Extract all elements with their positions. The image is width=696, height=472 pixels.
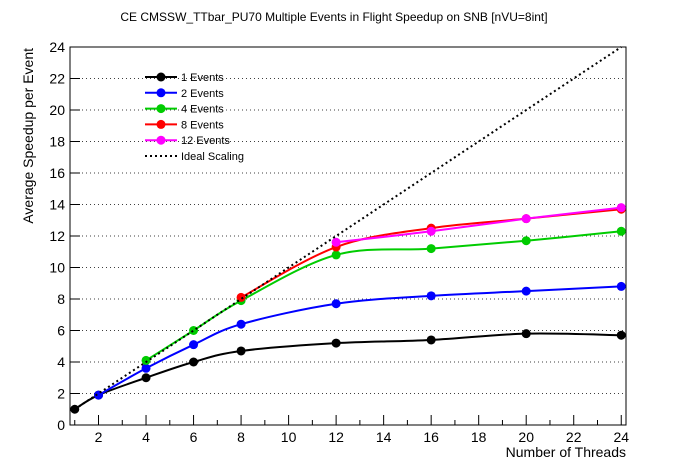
y-tick-label: 16 [49, 165, 65, 181]
data-point-4-events [141, 355, 151, 365]
legend-label-2-events: 2 Events [181, 88, 224, 100]
data-point-2-events [616, 281, 626, 291]
series-2-events [94, 281, 626, 400]
x-tick-label: 6 [190, 429, 198, 445]
data-point-2-events [331, 299, 341, 309]
series-line-1-events [74, 332, 622, 411]
data-point-12-events [616, 203, 626, 213]
legend-label-4-events: 4 Events [181, 104, 224, 116]
y-tick-label: 12 [49, 228, 65, 244]
y-tick-label: 2 [57, 386, 65, 402]
data-point-2-events [141, 363, 151, 373]
series-line-ideal-scaling [74, 46, 622, 411]
data-point-4-events [616, 226, 626, 236]
series-ideal-scaling [74, 46, 622, 411]
y-tick-label: 20 [49, 102, 65, 118]
legend-item-2-events: 2 Events [145, 88, 224, 100]
legend-item-12-events: 12 Events [145, 135, 230, 147]
data-point-8-events [236, 292, 246, 302]
data-point-2-events [236, 319, 246, 329]
data-point-4-events [331, 250, 341, 260]
x-tick-label: 8 [237, 429, 245, 445]
legend-item-4-events: 4 Events [145, 104, 224, 116]
data-point-1-events [521, 329, 531, 339]
data-point-4-events [426, 244, 436, 254]
y-tick-label: 18 [49, 134, 65, 150]
legend-label-1-events: 1 Events [181, 72, 224, 84]
y-tick-label: 8 [57, 291, 65, 307]
y-tick-label: 14 [49, 197, 65, 213]
series-8-events [236, 204, 626, 302]
legend-marker-4-events [156, 104, 166, 114]
data-point-1-events [331, 338, 341, 348]
data-point-4-events [521, 236, 531, 246]
x-tick-label: 10 [281, 429, 297, 445]
legend-marker-2-events [156, 88, 166, 98]
legend-item-8-events: 8 Events [145, 119, 224, 131]
x-tick-label: 4 [142, 429, 150, 445]
y-tick-label: 6 [57, 323, 65, 339]
legend-label-ideal-scaling: Ideal Scaling [181, 151, 244, 163]
data-point-2-events [189, 340, 199, 350]
x-axis-title: Number of Threads [506, 444, 626, 460]
data-point-1-events [141, 373, 151, 383]
chart-title: CE CMSSW_TTbar_PU70 Multiple Events in F… [120, 10, 547, 24]
y-tick-label: 0 [57, 417, 65, 433]
data-point-12-events [521, 214, 531, 224]
y-tick-label: 10 [49, 260, 65, 276]
data-point-12-events [426, 226, 436, 236]
x-tick-label: 22 [566, 429, 582, 445]
series-layer [70, 46, 626, 414]
legend: 1 Events 2 Events 4 Events 8 Events 12 Event… [145, 72, 244, 163]
y-axis-title: Average Speedup per Event [20, 48, 36, 224]
x-tick-label: 24 [613, 429, 629, 445]
x-tick-label: 20 [518, 429, 534, 445]
data-point-1-events [189, 357, 199, 367]
series-1-events [70, 329, 626, 414]
y-tick-label: 22 [49, 71, 65, 87]
legend-label-12-events: 12 Events [181, 135, 230, 147]
legend-item-1-events: 1 Events [145, 72, 224, 84]
data-point-1-events [236, 346, 246, 356]
y-tick-label: 24 [49, 39, 65, 55]
x-tick-label: 14 [376, 429, 392, 445]
legend-item-ideal-scaling: Ideal Scaling [145, 151, 244, 163]
legend-marker-12-events [156, 135, 166, 145]
data-point-1-events [426, 335, 436, 345]
series-12-events [331, 203, 626, 247]
data-point-2-events [521, 286, 531, 296]
series-4-events [141, 226, 626, 365]
series-line-12-events [336, 206, 622, 244]
x-tick-label: 2 [95, 429, 103, 445]
legend-marker-1-events [156, 72, 166, 82]
data-point-12-events [331, 237, 341, 247]
series-line-8-events [240, 208, 622, 299]
data-point-2-events [426, 291, 436, 301]
legend-marker-8-events [156, 119, 166, 129]
y-tick-label: 4 [57, 354, 65, 370]
legend-label-8-events: 8 Events [181, 119, 224, 131]
x-tick-label: 12 [328, 429, 344, 445]
data-point-1-events [616, 330, 626, 340]
x-tick-label: 18 [471, 429, 487, 445]
x-tick-label: 16 [423, 429, 439, 445]
